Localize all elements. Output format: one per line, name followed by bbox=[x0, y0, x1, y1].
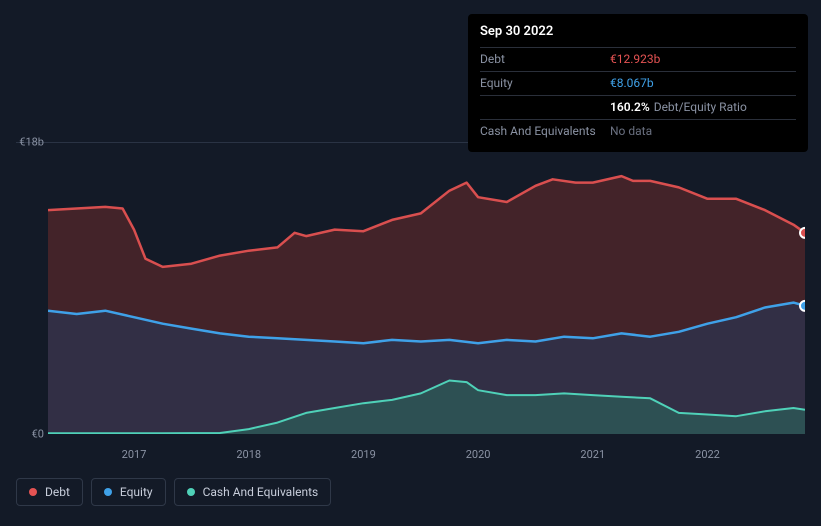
x-axis-tick: 2020 bbox=[466, 448, 491, 461]
x-axis-tick: 2017 bbox=[122, 448, 147, 461]
legend-item[interactable]: Debt bbox=[16, 478, 83, 506]
ratio-label: Debt/Equity Ratio bbox=[654, 100, 747, 114]
tooltip-row: Equity€8.067b bbox=[480, 71, 796, 95]
series-endpoint-debt bbox=[800, 228, 805, 238]
legend-label: Equity bbox=[120, 485, 153, 499]
legend-label: Cash And Equivalents bbox=[203, 485, 319, 499]
legend-dot-icon bbox=[187, 488, 195, 496]
y-axis-tick: €0 bbox=[4, 428, 44, 441]
tooltip-ratio-value: 160.2% Debt/Equity Ratio bbox=[610, 98, 747, 117]
legend-dot-icon bbox=[104, 488, 112, 496]
financial-chart bbox=[48, 142, 805, 434]
tooltip-row-value: €8.067b bbox=[610, 74, 654, 93]
tooltip-ratio-row: 160.2% Debt/Equity Ratio bbox=[480, 95, 796, 119]
legend-item[interactable]: Cash And Equivalents bbox=[174, 478, 332, 506]
tooltip-row-value: €12.923b bbox=[610, 50, 660, 69]
x-axis-tick: 2021 bbox=[580, 448, 605, 461]
legend-dot-icon bbox=[29, 488, 37, 496]
tooltip-cash-label: Cash And Equivalents bbox=[480, 122, 610, 141]
tooltip-row-label: Debt bbox=[480, 50, 610, 69]
legend-label: Debt bbox=[45, 485, 70, 499]
tooltip-date: Sep 30 2022 bbox=[480, 22, 796, 47]
tooltip-ratio-spacer bbox=[480, 98, 610, 117]
tooltip-row-label: Equity bbox=[480, 74, 610, 93]
chart-tooltip: Sep 30 2022 Debt€12.923bEquity€8.067b 16… bbox=[468, 14, 808, 152]
y-axis-tick: €18b bbox=[4, 136, 44, 149]
ratio-pct: 160.2% bbox=[610, 100, 650, 114]
tooltip-cash-value: No data bbox=[610, 122, 652, 141]
chart-legend: Debt Equity Cash And Equivalents bbox=[16, 478, 331, 506]
series-endpoint-equity bbox=[800, 301, 805, 311]
x-axis-tick: 2019 bbox=[351, 448, 376, 461]
legend-item[interactable]: Equity bbox=[91, 478, 166, 506]
x-axis-tick: 2022 bbox=[695, 448, 720, 461]
tooltip-cash-row: Cash And Equivalents No data bbox=[480, 119, 796, 143]
tooltip-row: Debt€12.923b bbox=[480, 47, 796, 71]
x-axis-tick: 2018 bbox=[236, 448, 261, 461]
